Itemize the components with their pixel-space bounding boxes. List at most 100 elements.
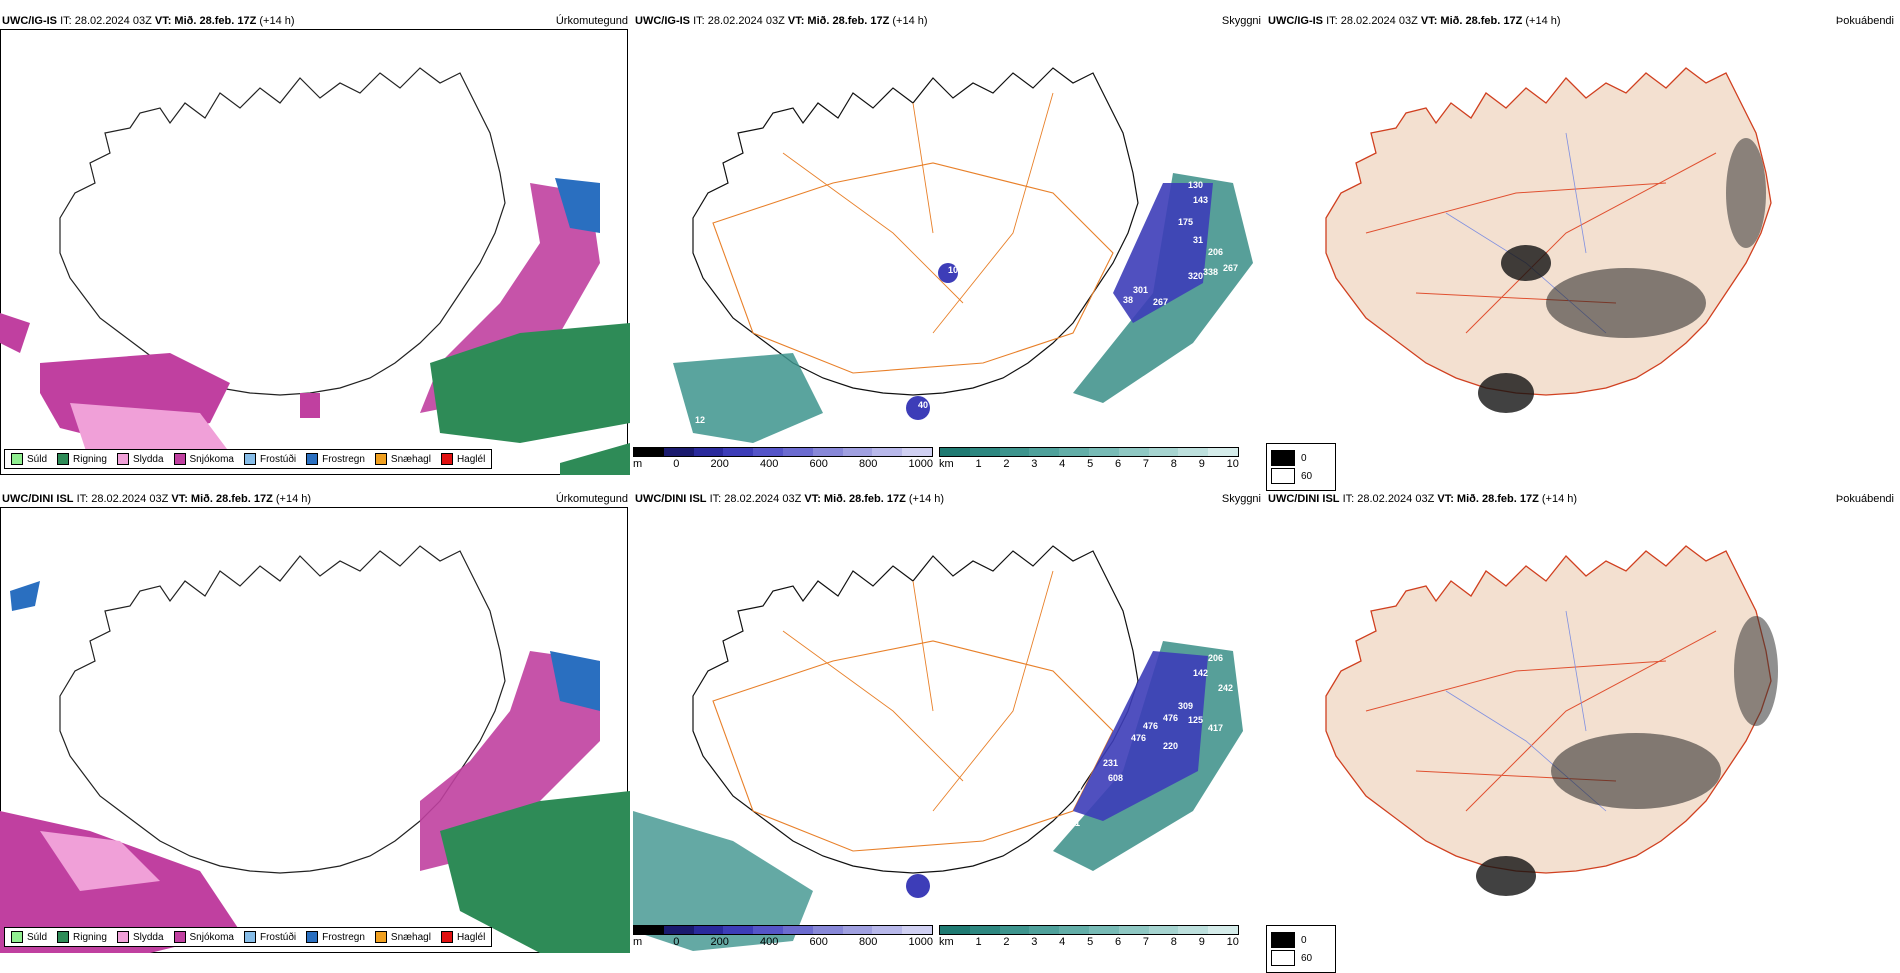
legend-item: Snæhagl	[374, 931, 431, 943]
panel-title: Úrkomutegund	[555, 493, 628, 505]
visibility-panel-dini: UWC/DINI ISL IT: 28.02.2024 03Z VT: Mið.…	[633, 493, 1263, 953]
legend-swatch	[57, 931, 70, 943]
ceiling-value-label: 045	[783, 435, 798, 445]
colorbar-segment	[1178, 926, 1209, 934]
fog-legend: 0 60	[1266, 925, 1336, 973]
precip-type-panel-igis: UWC/IG-IS IT: 28.02.2024 03Z VT: Mið. 28…	[0, 15, 630, 475]
ceiling-value-label: 457	[1068, 783, 1083, 793]
ceiling-ticks: m 0 200 400 600 800 1000	[633, 458, 933, 470]
ceiling-value-label: 320	[1188, 271, 1203, 281]
ceiling-value-label: 40	[918, 400, 928, 410]
panel-header: UWC/DINI ISL IT: 28.02.2024 03Z VT: Mið.…	[635, 493, 945, 505]
colorbar-segment	[753, 448, 783, 456]
legend-item: Súld	[11, 453, 47, 465]
colorbar-segment	[872, 926, 903, 934]
fog-swatch	[1271, 468, 1295, 484]
colorbar-segment	[812, 448, 843, 456]
rain-area	[430, 323, 630, 443]
ceiling-value-label: 114	[1193, 621, 1208, 631]
panel-header: UWC/IG-IS IT: 28.02.2024 03Z VT: Mið. 28…	[635, 15, 928, 27]
legend-swatch	[173, 931, 186, 943]
colorbar-segment	[842, 926, 873, 934]
colorbar-segment	[663, 448, 694, 456]
ceiling-value-label: 267	[1153, 297, 1168, 307]
panel-title: Þokuábendi	[1835, 493, 1894, 505]
colorbar-segment	[1208, 926, 1238, 934]
colorbar-segment	[634, 448, 664, 456]
colorbar-segment	[872, 448, 903, 456]
colorbar-segment	[1118, 926, 1149, 934]
fog-swatch	[1271, 932, 1295, 948]
legend-swatch	[57, 453, 70, 465]
ceiling-scale: m 0 200 400 600 800 1000	[633, 925, 933, 951]
colorbar-segment	[1118, 448, 1149, 456]
ceiling-value-label: 206	[1208, 653, 1223, 663]
colorbar-segment	[1029, 926, 1060, 934]
colorbar-segment	[1148, 448, 1179, 456]
legend-item: Slydda	[116, 453, 164, 465]
ceiling-value-label: 417	[1208, 723, 1223, 733]
colorbar-segment	[940, 448, 970, 456]
legend-item: Haglél	[440, 453, 485, 465]
precip-map[interactable]	[0, 33, 630, 475]
legend-swatch	[374, 453, 387, 465]
precip-legend: Súld Rigning Slydda Snjókoma Frostúði Fr…	[4, 449, 493, 469]
ceiling-value-label: 185	[918, 382, 933, 392]
colorbar-segment	[902, 926, 932, 934]
ceiling-value-label: 108	[948, 265, 963, 275]
ceiling-scale: m 0 200 400 600 800 1000	[633, 447, 933, 473]
ceiling-value-label: 608	[1108, 773, 1123, 783]
legend-item: Haglél	[440, 931, 485, 943]
fog-legend-row: 0	[1271, 450, 1331, 466]
legend-item: Snjókoma	[173, 453, 234, 465]
legend-swatch	[173, 453, 186, 465]
legend-item: Frostregn	[306, 453, 365, 465]
fog-legend-row: 60	[1271, 468, 1331, 484]
legend-swatch	[243, 931, 256, 943]
ceiling-value-label: 476	[1131, 733, 1146, 743]
colorbar-segment	[723, 926, 754, 934]
colorbar-segment	[1208, 448, 1238, 456]
freezing-rain-area	[555, 178, 600, 233]
ceiling-value-label: 631	[1065, 818, 1080, 828]
colorbar-segment	[1029, 448, 1060, 456]
legend-item: Frostregn	[306, 931, 365, 943]
colorbar-segment	[1059, 926, 1089, 934]
colorbar-segment	[1178, 448, 1209, 456]
fog-map[interactable]	[1266, 33, 1896, 475]
visibility-ticks: km 1 2 3 4 5 6 7 8 9 10	[939, 936, 1239, 948]
colorbar-segment	[753, 926, 783, 934]
precip-map[interactable]	[0, 511, 630, 953]
ceiling-value-label: 50	[1078, 325, 1088, 335]
legend-swatch	[306, 931, 319, 943]
ceiling-value-label: 301	[1133, 285, 1148, 295]
ceiling-value-label: 143	[1193, 195, 1208, 205]
ceiling-value-label: 31	[1193, 235, 1203, 245]
colorbar-segment	[693, 448, 724, 456]
ceiling-value-label: 130	[1188, 180, 1203, 190]
visibility-scale: km 1 2 3 4 5 6 7 8 9 10	[939, 925, 1239, 951]
ceiling-colorbar	[633, 925, 933, 935]
ceiling-value-label: 220	[1163, 741, 1178, 751]
colorbar-segment	[782, 448, 813, 456]
visibility-colorbar	[939, 925, 1239, 935]
colorbar-segment	[969, 448, 1000, 456]
legend-swatch	[374, 931, 387, 943]
colorbar-segment	[1148, 926, 1179, 934]
fog-map[interactable]	[1266, 511, 1896, 953]
legend-item: Rigning	[57, 931, 107, 943]
ceiling-value-label: 332	[1083, 343, 1098, 353]
panel-title: Úrkomutegund	[555, 15, 628, 27]
ceiling-value-label: 231	[1103, 758, 1118, 768]
fog-legend-row: 0	[1271, 932, 1331, 948]
fog-swatch	[1271, 450, 1295, 466]
precip-legend: Súld Rigning Slydda Snjókoma Frostúði Fr…	[4, 927, 493, 947]
visibility-map[interactable]: 1301431753120626733832030126738503321081…	[633, 33, 1263, 475]
visibility-panel-igis: UWC/IG-IS IT: 28.02.2024 03Z VT: Mið. 28…	[633, 15, 1263, 475]
colorbar-segment	[634, 926, 664, 934]
legend-item: Frostúði	[243, 453, 296, 465]
colorbar-segment	[723, 448, 754, 456]
fog-legend: 0 60	[1266, 443, 1336, 491]
fog-panel-igis: UWC/IG-IS IT: 28.02.2024 03Z VT: Mið. 28…	[1266, 15, 1896, 491]
